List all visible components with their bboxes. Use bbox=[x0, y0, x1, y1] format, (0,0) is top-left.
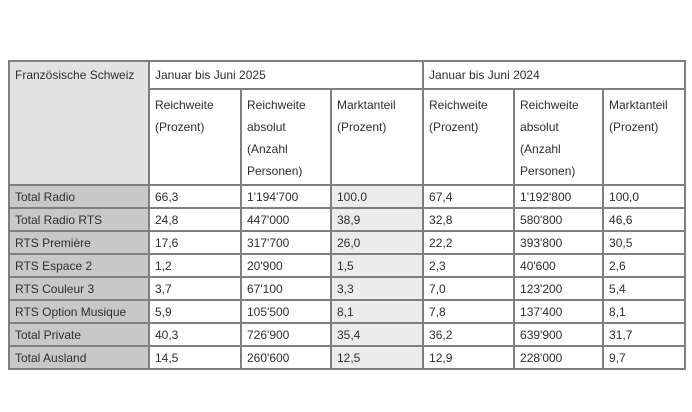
table-row-total-radio: Total Radio 66,3 1'194'700 100.0 67,4 1'… bbox=[8, 184, 687, 209]
cell-value: 3,7 bbox=[148, 276, 242, 301]
cell-value: 393'800 bbox=[513, 230, 605, 255]
cell-value: 100,0 bbox=[602, 184, 687, 209]
cell-value: 14,5 bbox=[148, 345, 242, 370]
row-label: Total Private bbox=[8, 322, 150, 347]
cell-value: 30,5 bbox=[602, 230, 687, 255]
cell-value: 123'200 bbox=[513, 276, 605, 301]
cell-value: 228'000 bbox=[513, 345, 605, 370]
cell-value: 12,9 bbox=[422, 345, 516, 370]
cell-value: 38,9 bbox=[329, 207, 425, 232]
col-header-reichweite-2025: Reichweite (Prozent) bbox=[148, 88, 242, 186]
cell-value: 7,0 bbox=[422, 276, 516, 301]
cell-value: 20'900 bbox=[240, 253, 332, 278]
cell-value: 32,8 bbox=[422, 207, 516, 232]
table-row-rts-espace-2: RTS Espace 2 1,2 20'900 1,5 2,3 40'600 2… bbox=[8, 253, 687, 278]
row-label: Total Radio RTS bbox=[8, 207, 150, 232]
cell-value: 46,6 bbox=[602, 207, 687, 232]
cell-value: 67'100 bbox=[240, 276, 332, 301]
cell-value: 5,4 bbox=[602, 276, 687, 301]
cell-value: 3,3 bbox=[329, 276, 425, 301]
col-header-marktanteil-2024: Marktanteil (Prozent) bbox=[602, 88, 687, 186]
cell-value: 1,5 bbox=[329, 253, 425, 278]
cell-value: 22,2 bbox=[422, 230, 516, 255]
group-header-row: Französische Schweiz Januar bis Juni 202… bbox=[8, 60, 687, 186]
table-row-total-ausland: Total Ausland 14,5 260'600 12,5 12,9 228… bbox=[8, 345, 687, 370]
cell-value: 12,5 bbox=[329, 345, 425, 370]
cell-value: 8,1 bbox=[329, 299, 425, 324]
cell-value: 260'600 bbox=[240, 345, 332, 370]
table-row-total-radio-rts: Total Radio RTS 24,8 447'000 38,9 32,8 5… bbox=[8, 207, 687, 232]
cell-value: 17,6 bbox=[148, 230, 242, 255]
cell-value: 1'192'800 bbox=[513, 184, 605, 209]
cell-value: 26,0 bbox=[329, 230, 425, 255]
table-row-rts-premiere: RTS Première 17,6 317'700 26,0 22,2 393'… bbox=[8, 230, 687, 255]
cell-value: 5,9 bbox=[148, 299, 242, 324]
cell-value: 1'194'700 bbox=[240, 184, 332, 209]
col-header-reichweite-2024: Reichweite (Prozent) bbox=[422, 88, 516, 186]
audience-data-table: Französische Schweiz Januar bis Juni 202… bbox=[8, 60, 687, 370]
col-header-marktanteil-2025: Marktanteil (Prozent) bbox=[329, 88, 425, 186]
period-2025-header: Januar bis Juni 2025 bbox=[147, 60, 425, 90]
col-header-reichweite-absolut-2025: Reichweite absolut (Anzahl Personen) bbox=[240, 88, 332, 186]
region-label-cell: Französische Schweiz bbox=[8, 60, 150, 186]
cell-value: 2,6 bbox=[602, 253, 687, 278]
cell-value: 67,4 bbox=[422, 184, 516, 209]
period-2024-header: Januar bis Juni 2024 bbox=[422, 60, 687, 90]
cell-value: 105'500 bbox=[240, 299, 332, 324]
cell-value: 447'000 bbox=[240, 207, 332, 232]
column-header-row: Reichweite (Prozent) Reichweite absolut … bbox=[9, 88, 687, 186]
row-label: Total Ausland bbox=[8, 345, 150, 370]
cell-value: 40,3 bbox=[148, 322, 242, 347]
cell-value: 100.0 bbox=[329, 184, 425, 209]
col-header-reichweite-absolut-2024: Reichweite absolut (Anzahl Personen) bbox=[513, 88, 605, 186]
cell-value: 8,1 bbox=[602, 299, 687, 324]
cell-value: 137'400 bbox=[513, 299, 605, 324]
cell-value: 31,7 bbox=[602, 322, 687, 347]
row-label: Total Radio bbox=[8, 184, 150, 209]
cell-value: 639'900 bbox=[513, 322, 605, 347]
row-label: RTS Option Musique bbox=[8, 299, 150, 324]
cell-value: 36,2 bbox=[422, 322, 516, 347]
cell-value: 24,8 bbox=[148, 207, 242, 232]
cell-value: 35,4 bbox=[329, 322, 425, 347]
cell-value: 726'900 bbox=[240, 322, 332, 347]
table-row-rts-option-musique: RTS Option Musique 5,9 105'500 8,1 7,8 1… bbox=[8, 299, 687, 324]
cell-value: 2,3 bbox=[422, 253, 516, 278]
cell-value: 9,7 bbox=[602, 345, 687, 370]
table-row-total-private: Total Private 40,3 726'900 35,4 36,2 639… bbox=[8, 322, 687, 347]
cell-value: 1,2 bbox=[148, 253, 242, 278]
row-label: RTS Espace 2 bbox=[8, 253, 150, 278]
cell-value: 580'800 bbox=[513, 207, 605, 232]
table-row-rts-couleur-3: RTS Couleur 3 3,7 67'100 3,3 7,0 123'200… bbox=[8, 276, 687, 301]
cell-value: 40'600 bbox=[513, 253, 605, 278]
row-label: RTS Première bbox=[8, 230, 150, 255]
cell-value: 317'700 bbox=[240, 230, 332, 255]
row-label: RTS Couleur 3 bbox=[8, 276, 150, 301]
cell-value: 66,3 bbox=[148, 184, 242, 209]
cell-value: 7,8 bbox=[422, 299, 516, 324]
